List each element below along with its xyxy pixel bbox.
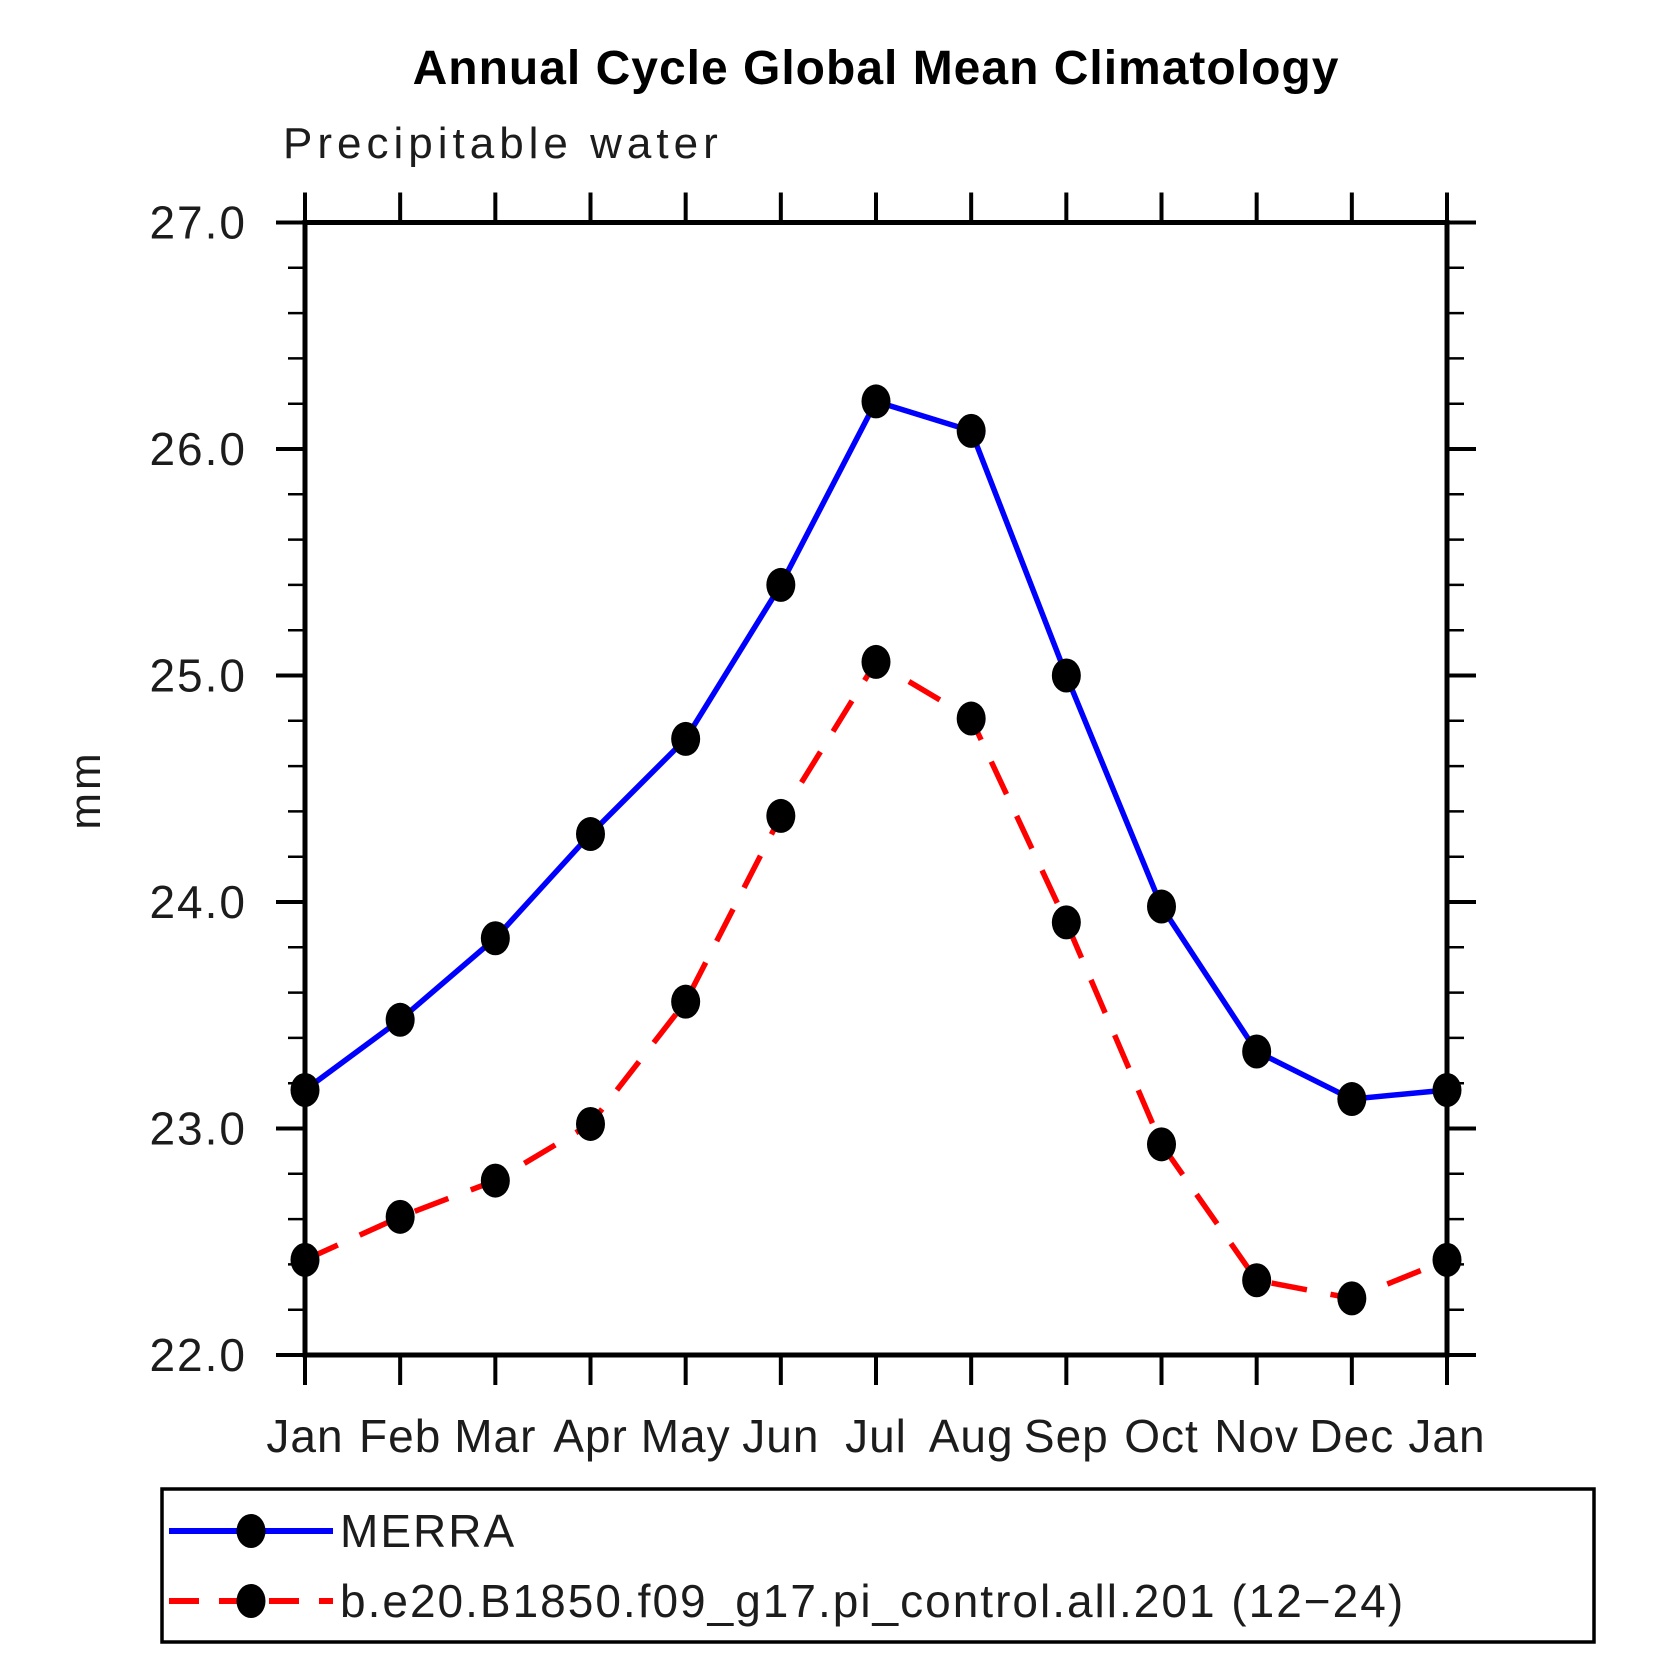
x-tick-label: Jul: [845, 1410, 907, 1462]
data-series: [290, 384, 1462, 1316]
legend-marker-model: [236, 1584, 266, 1618]
data-point-marker: [576, 817, 605, 852]
data-point-marker: [290, 1242, 320, 1277]
data-point-marker: [766, 798, 796, 833]
data-point-marker: [956, 701, 986, 736]
legend-marker-merra: [236, 1514, 266, 1548]
data-point-marker: [576, 1106, 605, 1141]
y-tick-label: 26.0: [149, 423, 247, 475]
chart-subtitle: Precipitable water: [283, 119, 723, 168]
data-point-marker: [385, 1199, 415, 1234]
data-point-marker: [1337, 1281, 1367, 1316]
data-point-marker: [671, 984, 701, 1019]
data-point-marker: [766, 567, 796, 602]
data-point-marker: [861, 644, 891, 679]
data-point-marker: [480, 1163, 510, 1198]
y-tick-label: 25.0: [149, 650, 247, 702]
data-point-marker: [1147, 889, 1176, 924]
x-tick-label: May: [641, 1410, 731, 1462]
data-point-marker: [1242, 1034, 1272, 1069]
x-tick-label: Feb: [359, 1410, 441, 1462]
data-point-marker: [1051, 905, 1081, 940]
axes: Jan Feb Mar Apr May Jun Jul Aug Sep Oct Nov Dec Jan 2…: [149, 192, 1485, 1462]
data-point-marker: [671, 721, 701, 756]
x-tick-label: Sep: [1024, 1410, 1109, 1462]
y-axis-label: mm: [61, 750, 110, 829]
y-tick-label: 24.0: [149, 876, 247, 928]
x-tick-label: Nov: [1214, 1410, 1299, 1462]
y-tick-label: 27.0: [149, 197, 247, 249]
y-tick-label: 23.0: [149, 1103, 247, 1155]
data-point-marker: [480, 921, 510, 956]
data-point-marker: [385, 1002, 415, 1037]
legend-label-model: b.e20.B1850.f09_g17.pi_control.all.201 (…: [340, 1575, 1405, 1627]
x-tick-label: Oct: [1124, 1410, 1199, 1462]
series-line-model: [303, 658, 1449, 1302]
data-point-marker: [1432, 1072, 1462, 1107]
x-tick-label: Jan: [266, 1410, 343, 1462]
x-tick-label: Jun: [742, 1410, 819, 1462]
legend-label-merra: MERRA: [340, 1505, 516, 1557]
data-point-marker: [1337, 1082, 1367, 1117]
data-point-marker: [956, 413, 986, 448]
x-tick-label: Dec: [1309, 1410, 1394, 1462]
data-point-marker: [1432, 1242, 1462, 1277]
legend: MERRA b.e20.B1850.f09_g17.pi_control.all…: [160, 1487, 1596, 1644]
x-tick-label: Mar: [454, 1410, 536, 1462]
legend-box: [160, 1487, 1596, 1644]
series-line-merra: [303, 398, 1448, 1102]
x-tick-label: Aug: [929, 1410, 1014, 1462]
data-point-marker: [1051, 658, 1081, 693]
data-point-marker: [290, 1072, 320, 1107]
data-point-marker: [1147, 1127, 1176, 1162]
y-tick-label: 22.0: [149, 1329, 247, 1381]
data-point-marker: [1242, 1263, 1272, 1298]
x-tick-label: Jan: [1408, 1410, 1485, 1462]
chart-title: Annual Cycle Global Mean Climatology: [413, 42, 1340, 95]
data-point-marker: [861, 384, 891, 419]
x-tick-label: Apr: [553, 1410, 628, 1462]
